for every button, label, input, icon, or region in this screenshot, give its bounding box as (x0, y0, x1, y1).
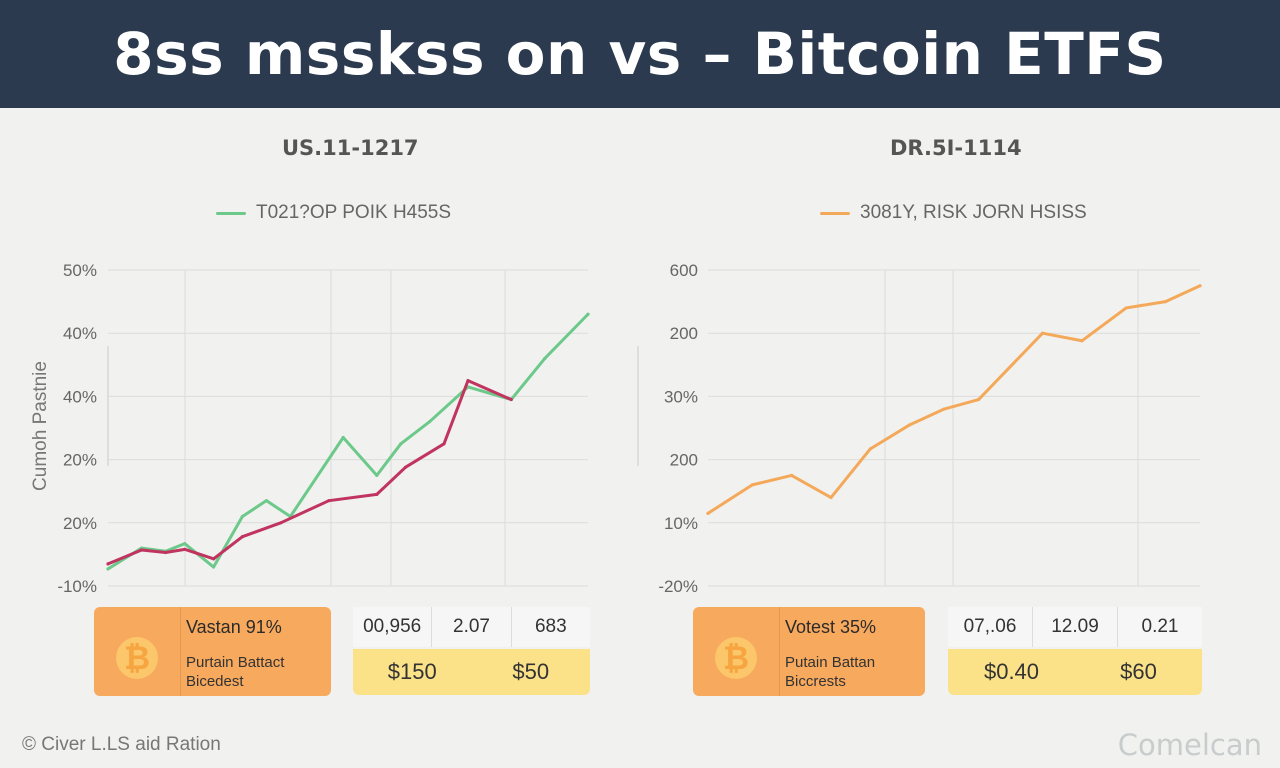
data-point (183, 542, 187, 546)
data-point (140, 548, 144, 552)
left-card-subtitle: Purtain Battact Bicedest (186, 654, 285, 690)
page-title: 8ss msskss on vs – Bitcoin ETFS (113, 20, 1167, 88)
y-tick-label: -20% (658, 577, 698, 596)
data-point (106, 567, 110, 571)
right-summary-card: ₿ Votest 35% Putain Battan Biccrests (693, 607, 925, 696)
right-card-title: Votest 35% (785, 617, 877, 637)
data-point (509, 397, 513, 402)
data-point (327, 499, 331, 503)
value-cell: $150 (387, 659, 437, 684)
legend-swatch-orange (820, 211, 850, 215)
right-metrics-top-row: 07,.06 12.09 0.21 (948, 607, 1202, 647)
right-card-subtitle: Putain Battan Biccrests (785, 654, 876, 690)
left-card-title: Vastan 91% (186, 617, 282, 637)
right-metrics-value-row: $0.40 $60 (948, 649, 1202, 695)
value-cell: $60 (1120, 659, 1157, 684)
data-point (375, 492, 379, 496)
right-legend: 3081Y, RISK JORN HSISS (820, 202, 1087, 224)
y-tick-label: 600 (670, 261, 698, 280)
metric-cell: 00,956 (353, 607, 433, 647)
data-point (399, 442, 403, 446)
y-tick-label: 40% (63, 324, 97, 343)
data-point (212, 565, 216, 569)
data-point (829, 495, 833, 500)
data-point (1163, 300, 1168, 304)
left-metrics-top-row: 00,956 2.07 683 (353, 607, 590, 647)
data-point (466, 379, 470, 383)
y-tick-label: 200 (670, 451, 698, 470)
data-point (790, 473, 794, 477)
data-point (868, 447, 872, 451)
data-point (706, 511, 710, 515)
y-tick-label: 20% (63, 514, 97, 533)
data-point (240, 514, 244, 519)
data-point (404, 465, 408, 469)
right-metrics-table: 07,.06 12.09 0.21 $0.40 $60 (948, 607, 1202, 696)
data-point (942, 407, 946, 411)
data-point (1040, 331, 1045, 335)
data-point (543, 356, 547, 361)
right-line-chart: -20% 10% 200 30% 200 600 (637, 261, 1202, 596)
data-point (1124, 306, 1128, 310)
y-tick-label: 200 (670, 324, 698, 343)
y-tick-label: 50% (63, 261, 97, 280)
metric-cell: 12.09 (1033, 607, 1118, 647)
data-point (341, 435, 345, 440)
y-tick-label: 20% (63, 451, 97, 470)
metric-cell: 683 (534, 616, 567, 637)
left-line-chart: -10% 20% 20% 40% 40% 50% Cumoh Pastnie (30, 261, 590, 596)
left-legend-label: T021?OP POIK H455S (256, 202, 452, 223)
data-point (442, 442, 446, 446)
series-line-1 (106, 379, 513, 566)
data-point (428, 420, 432, 424)
data-point (106, 562, 110, 566)
y-tick-label: 30% (664, 387, 698, 406)
y-tick-label: 10% (664, 514, 698, 533)
title-banner: 8ss msskss on vs – Bitcoin ETFS (0, 0, 1280, 108)
legend-swatch-green (216, 211, 246, 215)
metric-cell: 07,.06 (948, 607, 1033, 647)
data-point (183, 547, 187, 551)
left-summary-card: ₿ Vastan 91% Purtain Battact Bicedest (94, 607, 331, 696)
value-cell: $50 (512, 659, 550, 684)
series-line-0 (106, 312, 590, 571)
data-point (164, 550, 168, 555)
footer-credit: © Civer L.LS aid Ration (22, 734, 221, 755)
metric-cell: 0.21 (1141, 616, 1179, 637)
left-legend: T021?OP POIK H455S (216, 202, 451, 224)
value-cell: $0.40 (983, 659, 1040, 684)
left-panel-title: US.11-1217 (282, 136, 419, 160)
data-point (1080, 339, 1084, 343)
y-axis-label: Cumoh Pastnie (30, 361, 51, 491)
bitcoin-icon: ₿ (116, 637, 158, 679)
data-point (240, 535, 244, 539)
data-point (750, 483, 754, 487)
series-line-0 (706, 284, 1202, 515)
data-point (586, 312, 590, 316)
bitcoin-icon: ₿ (715, 637, 757, 679)
data-point (375, 473, 379, 477)
data-point (279, 521, 283, 525)
right-legend-label: 3081Y, RISK JORN HSISS (860, 202, 1087, 223)
left-metrics-value-row: $150 $50 (353, 649, 590, 695)
y-tick-label: 40% (63, 387, 97, 406)
data-point (264, 499, 268, 503)
right-panel-title: DR.5I-1114 (890, 136, 1022, 160)
card-divider (779, 607, 780, 696)
metric-cell: 2.07 (432, 607, 512, 647)
card-divider (180, 607, 181, 696)
data-point (212, 557, 216, 561)
footer-watermark: Comelcan (1117, 728, 1262, 762)
data-point (1198, 284, 1202, 288)
data-point (908, 423, 912, 427)
left-metrics-table: 00,956 2.07 683 $150 $50 (353, 607, 590, 696)
data-point (977, 397, 981, 402)
y-tick-label: -10% (57, 577, 97, 596)
